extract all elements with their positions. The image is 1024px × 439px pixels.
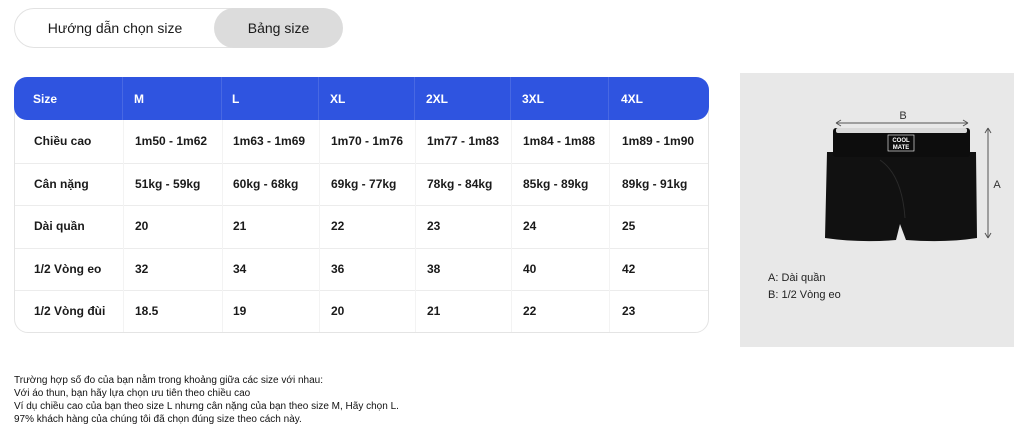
- row-label: 1/2 Vòng eo: [34, 261, 102, 276]
- briefs-body: [825, 152, 977, 242]
- header-cell: M: [134, 92, 144, 106]
- waistband-edge: [836, 128, 967, 133]
- header-cell: XL: [330, 92, 346, 106]
- column-divider: [221, 77, 222, 120]
- table-cell: 89kg - 91kg: [622, 176, 688, 191]
- table-cell: 20: [135, 219, 149, 234]
- table-cell: 25: [622, 219, 636, 234]
- table-cell: 38: [427, 261, 441, 276]
- table-cell: 24: [523, 219, 537, 234]
- width-label: B: [899, 110, 906, 122]
- table-cell: 51kg - 59kg: [135, 176, 201, 191]
- table-cell: 22: [331, 219, 345, 234]
- row-divider: [15, 247, 708, 249]
- tab[interactable]: Hướng dẫn chọn size: [47, 20, 183, 36]
- column-divider: [511, 120, 512, 332]
- tab-switcher: Hướng dẫn chọn size Bảng size: [14, 8, 343, 48]
- column-divider: [123, 120, 124, 332]
- table-cell: 42: [622, 261, 636, 276]
- column-divider: [122, 77, 123, 120]
- row-divider: [15, 290, 708, 292]
- table-cell: 40: [523, 261, 537, 276]
- arrow-head: [835, 119, 969, 127]
- table-cell: 18.5: [135, 304, 159, 319]
- column-divider: [609, 120, 610, 332]
- note-line: 97% khách hàng của chúng tôi đã chọn đún…: [14, 414, 302, 425]
- table-cell: 23: [622, 304, 636, 319]
- row-divider: [15, 162, 708, 164]
- header-cell: 3XL: [522, 92, 545, 106]
- table-cell: 60kg - 68kg: [233, 176, 299, 191]
- column-divider: [608, 77, 609, 120]
- table-cell: 36: [331, 261, 345, 276]
- table-cell: 1m70 - 1m76: [331, 134, 404, 148]
- column-divider: [414, 77, 415, 120]
- row-divider: [15, 205, 708, 207]
- row-label: Cân nặng: [34, 176, 89, 191]
- table-cell: 21: [233, 219, 247, 234]
- table-cell: 1m63 - 1m69: [233, 134, 306, 148]
- column-divider: [510, 77, 511, 120]
- table-cell: 23: [427, 219, 441, 234]
- column-divider: [318, 77, 319, 120]
- seam: [879, 159, 906, 219]
- table-cell: 32: [135, 261, 149, 276]
- table-cell: 22: [523, 304, 537, 319]
- size-table: Size M L XL 2XL 3XL 4XL Chiều cao 1m50 - 1m62 1m…: [14, 77, 709, 333]
- note-line: Trường hợp số đo của bạn nằm trong khoản…: [14, 375, 323, 386]
- column-divider: [222, 120, 223, 332]
- row-label: 1/2 Vòng đùi: [34, 304, 106, 319]
- header-cell: 2XL: [426, 92, 449, 106]
- briefs-illustration: B A COOL MATE: [825, 110, 1001, 242]
- tab-selected[interactable]: Bảng size: [214, 8, 343, 48]
- table-cell: 21: [427, 304, 441, 319]
- header-cell: L: [232, 92, 240, 106]
- column-divider: [319, 120, 320, 332]
- image-panel: B A COOL MATE A: Dài quần B: 1/2 Vòng eo: [740, 73, 1014, 347]
- arrow-head: [984, 127, 992, 239]
- height-label: A: [993, 179, 1001, 191]
- notes: Trường hợp số đo của bạn nằm trong khoản…: [14, 374, 399, 426]
- logo-text: MATE: [893, 145, 910, 151]
- table-cell: 34: [233, 261, 247, 276]
- row-label: Chiều cao: [34, 134, 92, 148]
- column-divider: [415, 120, 416, 332]
- table-cell: 1m89 - 1m90: [622, 134, 695, 148]
- table-cell: 85kg - 89kg: [523, 176, 589, 191]
- logo-box: [887, 134, 915, 152]
- table-cell: 1m84 - 1m88: [523, 134, 596, 148]
- legend-item: B: 1/2 Vòng eo: [768, 289, 841, 301]
- logo-text: COOL: [892, 138, 910, 144]
- header-cell: Size: [33, 92, 58, 106]
- table-header: Size M L XL 2XL 3XL 4XL: [14, 77, 709, 120]
- table-cell: 19: [233, 304, 247, 319]
- note-line: Ví dụ chiều cao của bạn theo size L nhưn…: [14, 401, 399, 412]
- table-cell: 1m50 - 1m62: [135, 134, 208, 148]
- note-line: Với áo thun, bạn hãy lựa chọn ưu tiên th…: [14, 388, 251, 399]
- row-label: Dài quần: [34, 219, 85, 234]
- table-cell: 20: [331, 304, 345, 319]
- table-cell: 78kg - 84kg: [427, 176, 493, 191]
- header-cell: 4XL: [621, 92, 644, 106]
- table-cell: 69kg - 77kg: [331, 176, 397, 191]
- legend-item: A: Dài quần: [768, 272, 826, 284]
- table-cell: 1m77 - 1m83: [427, 134, 500, 148]
